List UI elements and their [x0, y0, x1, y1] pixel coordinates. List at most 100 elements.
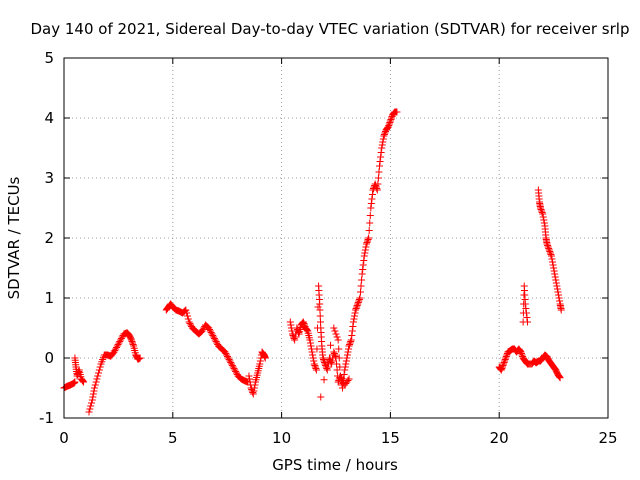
- data-point: [91, 381, 99, 389]
- data-point: [85, 408, 93, 416]
- data-point: [393, 108, 401, 116]
- data-point: [299, 318, 307, 326]
- data-point: [343, 354, 351, 362]
- data-point: [522, 309, 530, 317]
- data-point: [549, 258, 557, 266]
- data-point: [327, 341, 335, 349]
- data-point: [518, 350, 526, 357]
- data-point: [545, 245, 553, 252]
- y-tick-label: 3: [44, 169, 54, 187]
- data-point: [96, 363, 104, 371]
- data-point: [95, 369, 103, 377]
- data-point: [213, 339, 221, 347]
- data-point: [383, 125, 391, 132]
- data-point: [503, 351, 511, 359]
- data-point: [385, 120, 393, 128]
- data-point: [354, 299, 362, 306]
- x-tick-label: 5: [168, 429, 178, 447]
- data-point: [306, 336, 314, 344]
- data-point: [232, 369, 240, 377]
- data-point: [385, 122, 393, 129]
- data-point: [226, 357, 234, 365]
- data-point: [354, 300, 362, 308]
- data-point: [361, 246, 369, 254]
- data-point: [553, 282, 561, 290]
- data-point: [184, 315, 192, 323]
- data-point: [555, 372, 563, 380]
- data-point: [331, 327, 339, 335]
- data-point: [545, 246, 553, 254]
- data-point: [544, 243, 552, 251]
- data-point: [352, 306, 360, 314]
- data-point: [377, 153, 385, 161]
- x-tick-label: 20: [490, 429, 509, 447]
- data-point: [555, 294, 563, 302]
- data-point: [71, 378, 79, 386]
- data-point: [228, 362, 236, 369]
- data-point: [309, 351, 317, 359]
- data-point: [372, 183, 380, 191]
- data-point: [345, 345, 353, 353]
- data-point: [344, 377, 352, 384]
- data-point: [312, 366, 320, 374]
- data-point: [550, 264, 558, 272]
- data-point: [316, 312, 324, 320]
- data-point: [550, 267, 558, 275]
- data-point: [185, 318, 193, 326]
- data-point: [361, 249, 369, 257]
- data-point: [286, 318, 294, 326]
- data-point: [367, 204, 375, 212]
- data-point: [331, 353, 339, 360]
- data-point: [316, 318, 324, 326]
- data-point: [79, 377, 87, 385]
- data-point: [182, 306, 190, 314]
- x-tick-label: 10: [272, 429, 291, 447]
- data-point: [357, 282, 365, 290]
- y-tick-label: 5: [44, 49, 54, 67]
- data-point: [136, 354, 144, 362]
- data-point: [367, 200, 375, 207]
- data-point: [309, 354, 317, 362]
- data-point: [90, 387, 98, 395]
- data-point: [210, 335, 218, 342]
- data-point: [261, 354, 269, 362]
- data-point: [183, 309, 191, 317]
- data-point: [553, 285, 561, 293]
- data-point: [78, 377, 86, 384]
- data-point: [523, 314, 531, 321]
- data-point: [94, 372, 102, 380]
- y-tick-label: 0: [44, 349, 54, 367]
- data-point: [375, 168, 383, 176]
- data-point: [381, 129, 389, 137]
- data-point: [350, 312, 358, 320]
- data-point: [556, 374, 564, 382]
- data-point: [539, 213, 547, 221]
- data-point: [355, 296, 363, 303]
- data-point: [115, 339, 123, 347]
- data-point: [222, 350, 230, 357]
- data-point: [376, 158, 384, 165]
- data-point: [117, 336, 125, 344]
- data-point: [380, 132, 388, 140]
- data-point: [343, 351, 351, 359]
- data-point: [379, 135, 387, 143]
- data-point: [324, 363, 332, 371]
- data-point: [95, 366, 103, 374]
- data-point: [502, 354, 510, 362]
- data-point: [316, 300, 324, 308]
- data-point: [346, 341, 354, 348]
- data-point: [251, 381, 259, 389]
- x-tick-label: 25: [598, 429, 617, 447]
- data-point: [224, 354, 232, 362]
- data-point: [350, 315, 358, 323]
- data-point: [544, 242, 552, 249]
- data-point: [333, 360, 341, 368]
- data-point: [523, 318, 531, 326]
- data-point: [311, 362, 319, 369]
- data-point: [330, 324, 338, 332]
- data-point: [356, 288, 364, 296]
- data-point: [543, 240, 551, 248]
- data-point: [127, 336, 135, 344]
- data-point: [387, 116, 395, 123]
- data-point: [554, 291, 562, 299]
